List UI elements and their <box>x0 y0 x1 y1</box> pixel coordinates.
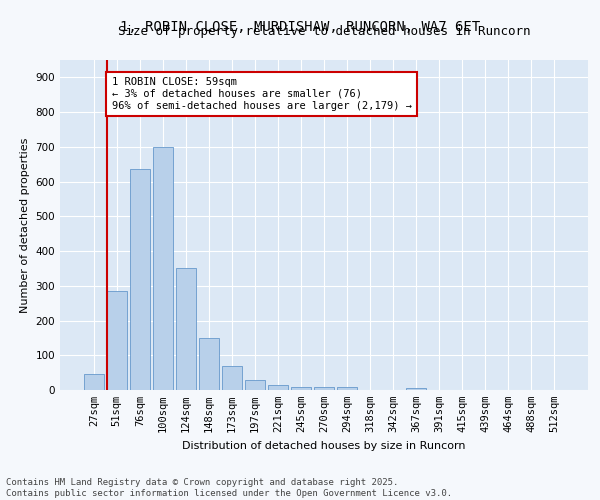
Title: Size of property relative to detached houses in Runcorn: Size of property relative to detached ho… <box>118 25 530 38</box>
Bar <box>337 387 357 390</box>
Bar <box>153 147 173 390</box>
Bar <box>406 388 426 390</box>
Bar <box>245 380 265 390</box>
Bar <box>314 387 334 390</box>
Bar <box>199 338 218 390</box>
Bar <box>84 374 104 390</box>
Bar <box>222 366 242 390</box>
Bar <box>268 385 288 390</box>
Text: 1 ROBIN CLOSE: 59sqm
← 3% of detached houses are smaller (76)
96% of semi-detach: 1 ROBIN CLOSE: 59sqm ← 3% of detached ho… <box>112 78 412 110</box>
Bar <box>291 386 311 390</box>
Text: Contains HM Land Registry data © Crown copyright and database right 2025.
Contai: Contains HM Land Registry data © Crown c… <box>6 478 452 498</box>
Bar <box>130 170 149 390</box>
Text: 1, ROBIN CLOSE, MURDISHAW, RUNCORN, WA7 6ET: 1, ROBIN CLOSE, MURDISHAW, RUNCORN, WA7 … <box>120 20 480 34</box>
Y-axis label: Number of detached properties: Number of detached properties <box>20 138 30 312</box>
Bar <box>107 291 127 390</box>
X-axis label: Distribution of detached houses by size in Runcorn: Distribution of detached houses by size … <box>182 440 466 450</box>
Bar <box>176 268 196 390</box>
